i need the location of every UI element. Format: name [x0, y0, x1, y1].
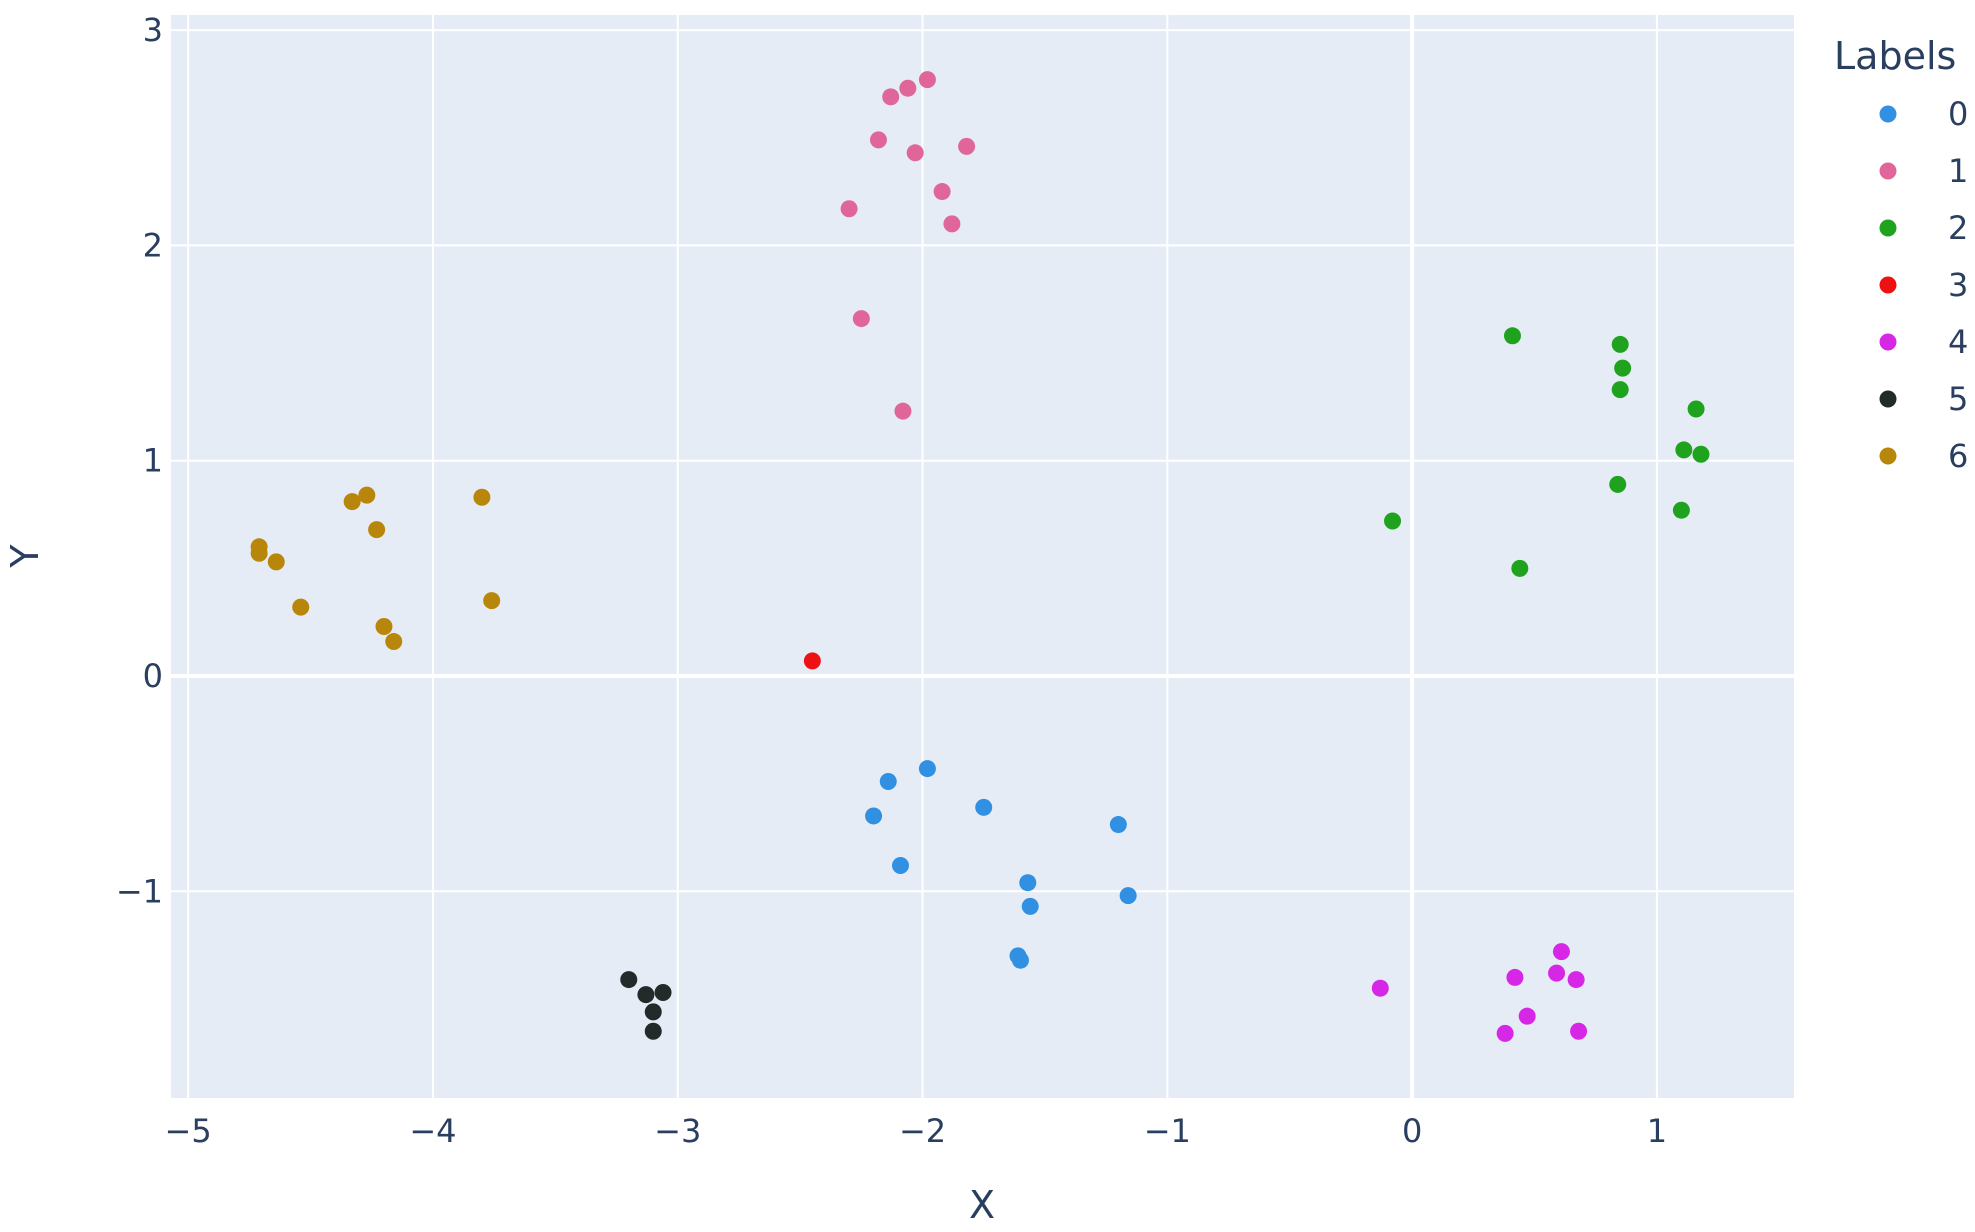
- data-point-label-4: [1552, 943, 1570, 961]
- legend-title: Labels: [1834, 34, 1956, 78]
- legend-label: 0: [1948, 95, 1968, 133]
- y-tick-label: 0: [143, 657, 163, 695]
- data-point-label-2: [1511, 559, 1529, 577]
- data-point-label-0: [918, 760, 936, 778]
- data-point-label-6: [385, 633, 403, 651]
- y-tick-label: 1: [143, 442, 163, 480]
- legend-label: 2: [1948, 209, 1968, 247]
- data-point-label-1: [882, 88, 900, 106]
- data-point-label-6: [483, 592, 501, 610]
- data-point-label-1: [943, 215, 961, 233]
- data-point-label-4: [1518, 1007, 1536, 1025]
- legend-marker: [1879, 162, 1897, 180]
- data-point-label-4: [1496, 1024, 1514, 1042]
- data-point-label-6: [473, 488, 491, 506]
- data-point-label-0: [879, 772, 897, 790]
- y-tick-label: 2: [143, 226, 163, 264]
- grid-lines: [171, 15, 1794, 1098]
- data-point-label-0: [1011, 951, 1029, 969]
- legend-marker: [1879, 447, 1897, 465]
- data-point-label-2: [1614, 359, 1632, 377]
- data-point-label-0: [1021, 897, 1039, 915]
- data-point-label-2: [1692, 445, 1710, 463]
- data-point-label-4: [1506, 968, 1524, 986]
- x-tick-label: −2: [899, 1112, 946, 1150]
- data-point-label-6: [250, 544, 268, 562]
- data-point-label-1: [933, 183, 951, 201]
- data-point-label-0: [865, 807, 883, 825]
- data-point-label-4: [1548, 964, 1566, 982]
- data-point-label-5: [644, 1022, 662, 1040]
- legend-label: 5: [1948, 380, 1968, 418]
- legend-items: 0 1 2 3 4 5 6: [1879, 95, 1968, 475]
- x-tick-label: −3: [654, 1112, 701, 1150]
- data-point-label-6: [267, 553, 285, 571]
- data-point-label-5: [637, 986, 655, 1004]
- data-point-label-4: [1371, 979, 1389, 997]
- data-points: [250, 71, 1710, 1042]
- data-point-label-6: [292, 598, 310, 616]
- data-point-label-1: [840, 200, 858, 218]
- data-point-label-1: [899, 79, 917, 97]
- data-point-label-2: [1611, 335, 1629, 353]
- data-point-label-3: [803, 652, 821, 670]
- data-point-label-2: [1384, 512, 1402, 530]
- data-point-label-5: [654, 983, 672, 1001]
- x-tick-label: −1: [1144, 1112, 1191, 1150]
- data-point-label-5: [644, 1003, 662, 1021]
- data-point-label-6: [368, 521, 386, 539]
- data-point-label-1: [869, 131, 887, 149]
- y-axis-title: Y: [3, 544, 47, 569]
- x-axis-ticks: −5 −4 −3 −2 −1 0 1: [165, 1112, 1668, 1150]
- data-point-label-1: [958, 137, 976, 155]
- data-point-label-0: [891, 856, 909, 874]
- data-point-label-1: [918, 71, 936, 89]
- legend-marker: [1879, 333, 1897, 351]
- legend-marker: [1879, 105, 1897, 123]
- data-point-label-4: [1567, 971, 1585, 989]
- legend-marker: [1879, 276, 1897, 294]
- data-point-label-0: [1119, 887, 1137, 905]
- x-axis-title: X: [969, 1183, 995, 1227]
- data-point-label-6: [343, 493, 361, 511]
- legend-marker: [1879, 390, 1897, 408]
- data-point-label-2: [1503, 327, 1521, 345]
- data-point-label-6: [358, 486, 376, 504]
- data-point-label-1: [906, 144, 924, 162]
- data-point-label-0: [1019, 874, 1037, 892]
- data-point-label-0: [1109, 816, 1127, 834]
- x-tick-label: −5: [165, 1112, 212, 1150]
- data-point-label-2: [1611, 381, 1629, 399]
- data-point-label-4: [1570, 1022, 1588, 1040]
- data-point-label-6: [375, 617, 393, 635]
- data-point-label-5: [620, 971, 638, 989]
- legend: Labels 0 1 2 3 4 5 6: [1834, 34, 1968, 475]
- data-point-label-2: [1609, 475, 1627, 493]
- legend-label: 6: [1948, 437, 1968, 475]
- x-tick-label: 0: [1402, 1112, 1422, 1150]
- y-tick-label: 3: [143, 11, 163, 49]
- legend-label: 4: [1948, 323, 1968, 361]
- data-point-label-2: [1672, 501, 1690, 519]
- x-tick-label: 1: [1647, 1112, 1667, 1150]
- data-point-label-2: [1687, 400, 1705, 418]
- data-point-label-1: [894, 402, 912, 420]
- legend-label: 1: [1948, 152, 1968, 190]
- data-point-label-0: [975, 798, 993, 816]
- plot-background: [171, 15, 1794, 1098]
- data-point-label-2: [1675, 441, 1693, 459]
- legend-label: 3: [1948, 266, 1968, 304]
- data-point-label-1: [852, 310, 870, 328]
- x-tick-label: −4: [409, 1112, 456, 1150]
- legend-marker: [1879, 219, 1897, 237]
- y-tick-label: −1: [116, 872, 163, 910]
- y-axis-ticks: −1 0 1 2 3: [116, 11, 163, 910]
